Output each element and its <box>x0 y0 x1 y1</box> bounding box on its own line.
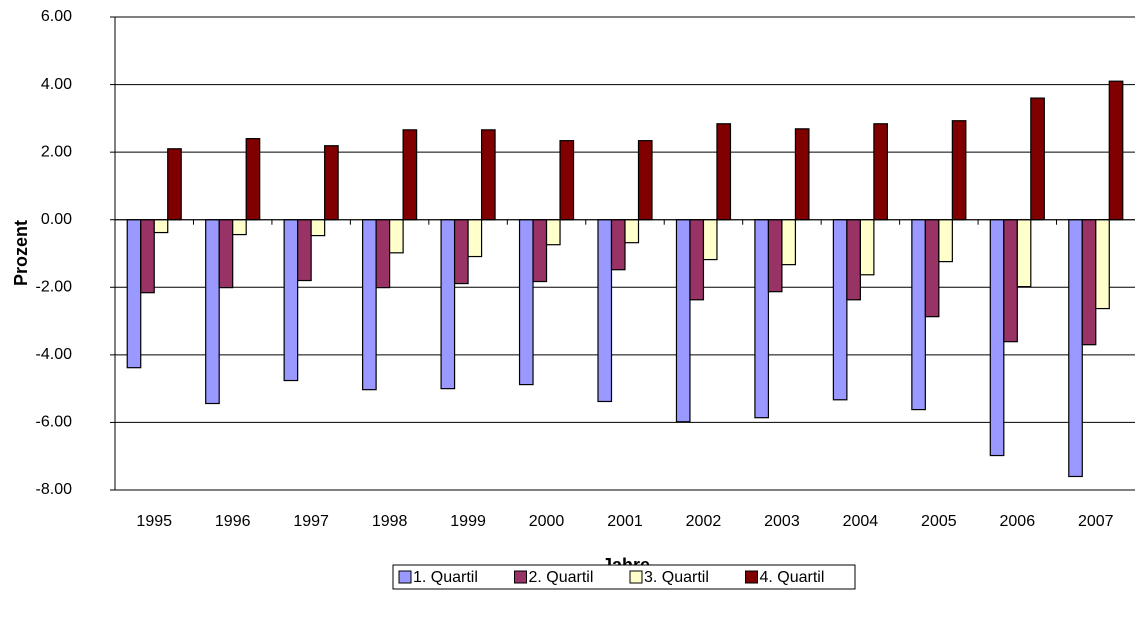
bar <box>716 123 732 221</box>
y-tick-label: -4.00 <box>36 346 73 363</box>
x-tick-label: 1999 <box>450 513 486 530</box>
bar <box>559 140 575 221</box>
bar <box>702 219 718 261</box>
legend-swatch <box>398 570 412 584</box>
bar <box>245 138 261 221</box>
bar <box>794 128 810 221</box>
bar <box>624 219 640 244</box>
bar <box>362 219 377 391</box>
legend-label: 3. Quartil <box>644 569 709 586</box>
y-axis-label: Prozent <box>11 220 31 286</box>
x-tick-label: 2000 <box>529 513 565 530</box>
x-tick-label: 2001 <box>607 513 643 530</box>
bar <box>610 219 626 271</box>
x-tick-label: 2005 <box>921 513 957 530</box>
bar <box>951 120 967 221</box>
bar <box>938 219 953 263</box>
bar <box>873 123 888 221</box>
x-tick-label: 1998 <box>372 513 408 530</box>
x-tick-label: 2003 <box>764 513 800 530</box>
bar <box>832 219 848 401</box>
bar <box>597 219 613 403</box>
bar <box>637 140 653 221</box>
y-tick-label: -8.00 <box>36 481 73 498</box>
legend-swatch <box>745 570 758 584</box>
y-tick-label: 0.00 <box>41 211 72 228</box>
legend-box <box>392 564 856 590</box>
bar <box>375 219 391 289</box>
bar <box>453 219 469 285</box>
y-tick-label: 2.00 <box>41 143 72 160</box>
bar <box>781 219 797 266</box>
legend-swatch <box>514 570 527 584</box>
bar <box>467 219 483 258</box>
bar <box>440 219 456 390</box>
y-tick-label: 4.00 <box>41 76 72 93</box>
bar <box>389 219 404 254</box>
y-tick-label: 6.00 <box>41 8 72 25</box>
bar <box>402 129 418 221</box>
bar <box>545 219 561 246</box>
legend-label: 4. Quartil <box>760 569 825 586</box>
x-tick-label: 2004 <box>843 513 879 530</box>
bar <box>205 219 220 405</box>
bar <box>310 219 326 237</box>
legend-label: 1. Quartil <box>413 569 478 586</box>
bar <box>689 219 705 301</box>
bar <box>153 219 169 234</box>
x-tick-label: 2002 <box>686 513 722 530</box>
x-tick-label: 1996 <box>215 513 251 530</box>
bar <box>1003 219 1018 343</box>
bar <box>1081 219 1097 346</box>
bar <box>140 219 155 294</box>
bar <box>675 219 691 423</box>
bar <box>480 129 496 221</box>
bar <box>324 145 339 221</box>
bar <box>518 219 534 386</box>
bar <box>1108 80 1124 221</box>
bar <box>989 219 1005 457</box>
bar <box>767 219 783 293</box>
bar <box>232 219 247 236</box>
x-tick-label: 1997 <box>293 513 329 530</box>
bar <box>532 219 548 283</box>
bar <box>126 219 142 369</box>
legend-swatch <box>629 570 643 584</box>
bar <box>1095 219 1110 310</box>
y-tick-label: -2.00 <box>36 279 73 296</box>
bar <box>167 148 182 221</box>
x-tick-label: 1995 <box>136 513 172 530</box>
bar <box>1068 219 1083 478</box>
x-tick-label: 2006 <box>1000 513 1036 530</box>
bar <box>1030 97 1045 221</box>
bar <box>1016 219 1032 288</box>
bar <box>218 219 234 289</box>
bar <box>859 219 875 276</box>
bar <box>754 219 770 419</box>
bar <box>297 219 312 282</box>
bar <box>924 219 940 318</box>
legend-label: 2. Quartil <box>529 569 594 586</box>
bar <box>911 219 926 411</box>
x-tick-label: 2007 <box>1078 513 1114 530</box>
bar <box>283 219 299 382</box>
bar <box>846 219 861 301</box>
y-tick-label: -6.00 <box>36 414 73 431</box>
